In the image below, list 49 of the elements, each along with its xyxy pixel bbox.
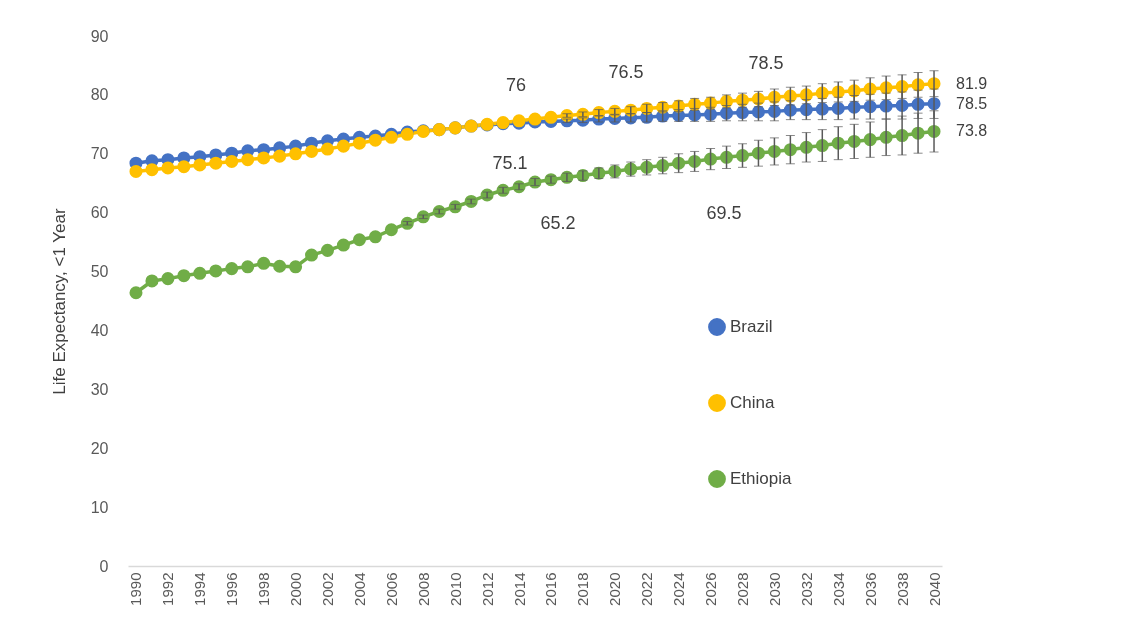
legend-label: Brazil — [730, 317, 773, 336]
x-tick-label: 2022 — [638, 572, 656, 606]
x-tick-label: 2040 — [925, 572, 943, 606]
legend-label: China — [730, 393, 775, 412]
legend-label: Ethiopia — [730, 469, 792, 488]
x-tick-label: 2012 — [478, 572, 496, 606]
x-tick-label: 2016 — [542, 572, 560, 606]
x-tick-label: 2032 — [797, 572, 815, 606]
x-tick-label: 2034 — [829, 572, 847, 606]
x-tick-label: 2036 — [861, 572, 879, 606]
x-tick-label: 2010 — [446, 572, 464, 606]
x-tick-label: 2014 — [510, 572, 528, 606]
x-tick-label: 1996 — [223, 572, 241, 606]
y-tick-label: 20 — [90, 439, 109, 457]
y-tick-label: 80 — [90, 86, 109, 104]
y-tick-label: 0 — [99, 557, 109, 575]
y-tick-label: 60 — [90, 204, 109, 222]
x-tick-label: 1998 — [255, 572, 273, 606]
x-tick-label: 1990 — [127, 572, 145, 606]
y-axis-title: Life Expectancy, <1 Year — [49, 208, 69, 395]
x-tick-label: 2038 — [893, 572, 911, 606]
annotation: 76.5 — [608, 62, 644, 82]
data-label: 81.9 — [956, 74, 988, 92]
x-tick-label: 2030 — [765, 572, 783, 606]
x-tick-label: 2000 — [287, 572, 305, 606]
x-tick-label: 2004 — [350, 572, 368, 606]
x-tick-label: 2018 — [574, 572, 592, 606]
annotation: 78.5 — [748, 53, 784, 73]
x-tick-label: 2002 — [319, 572, 337, 606]
data-label: 73.8 — [956, 122, 988, 140]
y-tick-label: 70 — [90, 145, 109, 163]
x-tick-label: 1994 — [191, 572, 209, 606]
x-tick-label: 2008 — [414, 572, 432, 606]
x-tick-label: 1992 — [159, 572, 177, 606]
x-tick-label: 2020 — [606, 572, 624, 606]
annotation: 75.1 — [492, 153, 528, 173]
y-tick-label: 30 — [90, 380, 109, 398]
data-label: 78.5 — [956, 94, 988, 112]
y-tick-label: 90 — [90, 27, 109, 45]
x-tick-label: 2026 — [702, 572, 720, 606]
y-tick-label: 10 — [90, 498, 109, 516]
x-tick-label: 2006 — [382, 572, 400, 606]
annotation: 76 — [505, 75, 527, 95]
y-tick-label: 50 — [90, 263, 109, 281]
y-tick-label: 40 — [90, 321, 109, 339]
x-tick-label: 2028 — [733, 572, 751, 606]
annotation: 65.2 — [540, 213, 576, 233]
x-tick-label: 2024 — [670, 572, 688, 606]
annotation: 69.5 — [706, 203, 742, 223]
